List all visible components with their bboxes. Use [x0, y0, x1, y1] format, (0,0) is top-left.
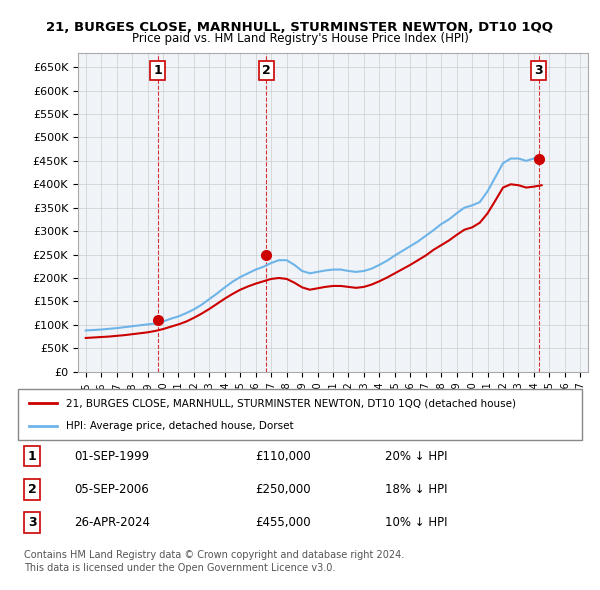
Text: 1: 1	[28, 450, 37, 463]
Text: 10% ↓ HPI: 10% ↓ HPI	[385, 516, 447, 529]
Text: HPI: Average price, detached house, Dorset: HPI: Average price, detached house, Dors…	[66, 421, 293, 431]
Text: Contains HM Land Registry data © Crown copyright and database right 2024.: Contains HM Land Registry data © Crown c…	[24, 550, 404, 560]
Text: £455,000: £455,000	[255, 516, 311, 529]
Text: This data is licensed under the Open Government Licence v3.0.: This data is licensed under the Open Gov…	[24, 563, 335, 573]
Text: 20% ↓ HPI: 20% ↓ HPI	[385, 450, 447, 463]
Text: 01-SEP-1999: 01-SEP-1999	[74, 450, 149, 463]
Text: 2: 2	[262, 64, 271, 77]
Text: 18% ↓ HPI: 18% ↓ HPI	[385, 483, 447, 496]
Text: 21, BURGES CLOSE, MARNHULL, STURMINSTER NEWTON, DT10 1QQ (detached house): 21, BURGES CLOSE, MARNHULL, STURMINSTER …	[66, 398, 516, 408]
Text: Price paid vs. HM Land Registry's House Price Index (HPI): Price paid vs. HM Land Registry's House …	[131, 32, 469, 45]
Text: 21, BURGES CLOSE, MARNHULL, STURMINSTER NEWTON, DT10 1QQ: 21, BURGES CLOSE, MARNHULL, STURMINSTER …	[47, 21, 554, 34]
Text: 3: 3	[535, 64, 543, 77]
Text: £250,000: £250,000	[255, 483, 311, 496]
Text: 3: 3	[28, 516, 37, 529]
Text: 26-APR-2024: 26-APR-2024	[74, 516, 151, 529]
Text: 2: 2	[28, 483, 37, 496]
Text: 1: 1	[154, 64, 162, 77]
FancyBboxPatch shape	[18, 389, 582, 440]
Text: 05-SEP-2006: 05-SEP-2006	[74, 483, 149, 496]
Text: £110,000: £110,000	[255, 450, 311, 463]
